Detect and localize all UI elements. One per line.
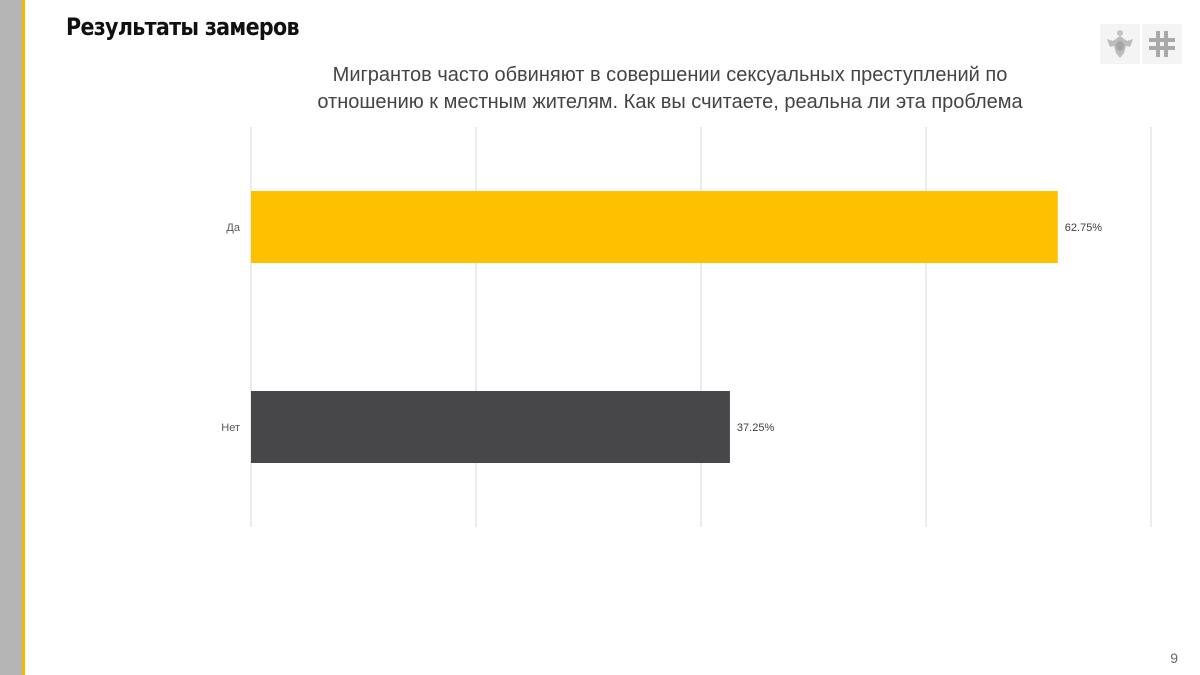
eagle-emblem-icon — [1100, 24, 1140, 64]
data-label-1: 62.75% — [1065, 222, 1103, 234]
chart-title: Мигрантов часто обвиняют в совершении се… — [240, 62, 1100, 116]
category-label-2: Нет — [221, 422, 240, 434]
left-sidebar-strip — [0, 0, 22, 675]
category-label-1: Да — [226, 222, 240, 234]
page-number: 9 — [1170, 650, 1178, 666]
slide-title: Результаты замеров — [66, 13, 300, 41]
chart-title-line-2: отношению к местным жителям. Как вы счит… — [317, 91, 1023, 113]
chart-title-line-1: Мигрантов часто обвиняют в совершении се… — [332, 64, 1008, 86]
cross-grid-logo-icon — [1142, 24, 1182, 64]
logo-group — [1100, 24, 1184, 64]
left-accent-line — [22, 0, 25, 675]
bar-1 — [251, 191, 1058, 263]
data-label-2: 37.25% — [737, 422, 775, 434]
bar-2 — [251, 391, 730, 463]
